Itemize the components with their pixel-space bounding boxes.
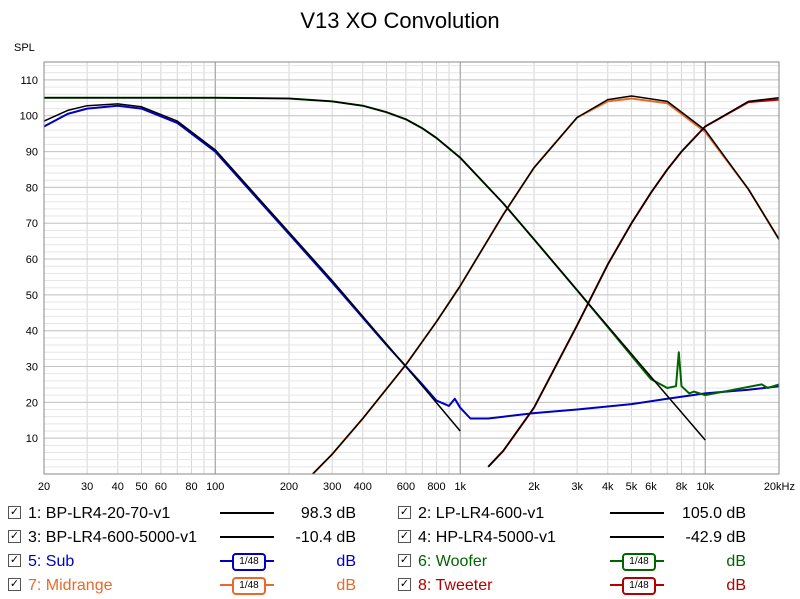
y-tick-label: 30	[26, 362, 38, 374]
smoothing-button[interactable]: 1/48	[232, 577, 266, 595]
legend-entry-id: 2:	[418, 505, 431, 522]
x-tick-label: 600	[397, 481, 415, 493]
y-tick-labels: 10 20 30 40 50 60 70 80 90 100 110	[20, 75, 38, 445]
legend-entry-label: Sub	[46, 553, 74, 570]
legend-checkbox[interactable]: ✓	[398, 578, 411, 591]
series-line-bp-lr4-20-70-v1	[44, 104, 460, 431]
legend-entry-label: Woofer	[436, 553, 487, 570]
x-tick-label: 5k	[626, 481, 638, 493]
legend-entry-id: 6:	[418, 553, 431, 570]
x-tick-label: 40	[112, 481, 124, 493]
legend-entry-id: 7:	[28, 577, 41, 594]
legend-entry-value: dB	[668, 553, 746, 571]
legend-entry-label: Tweeter	[436, 577, 493, 594]
legend-entry-label: BP-LR4-20-70-v1	[46, 505, 171, 522]
x-tick-label: 2k	[528, 481, 540, 493]
legend-line-sample	[610, 536, 664, 538]
legend-checkbox[interactable]: ✓	[8, 530, 21, 543]
legend-checkbox[interactable]: ✓	[398, 554, 411, 567]
x-tick-labels: 20 30 40 50 60 80 100 200 300 400 600 800 1k 2k 3k 4k 5k…	[38, 481, 795, 493]
x-tick-label: 400	[354, 481, 372, 493]
legend-entry-label: HP-LR4-5000-v1	[436, 529, 556, 546]
x-tick-label: 20kHz	[764, 481, 795, 493]
x-tick-label: 6k	[645, 481, 657, 493]
y-tick-label: 80	[26, 182, 38, 194]
legend-line-sample	[610, 512, 664, 514]
legend-line-sample	[220, 536, 274, 538]
chart-svg: 10 20 30 40 50 60 70 80 90 100 110 20 30 40 50 60 80 100…	[0, 0, 800, 500]
legend-checkbox[interactable]: ✓	[8, 554, 21, 567]
series-line-woofer	[44, 98, 779, 395]
x-tick-label: 1k	[454, 481, 466, 493]
legend-entry-value: dB	[278, 553, 356, 571]
smoothing-button[interactable]: 1/48	[622, 553, 656, 571]
legend-entry-value: -42.9 dB	[668, 529, 746, 547]
legend-entry-id: 4:	[418, 529, 431, 546]
legend-entry-name: 8: Tweeter	[418, 577, 492, 595]
legend-entry-value: -10.4 dB	[278, 529, 356, 547]
x-tick-label: 8k	[676, 481, 688, 493]
x-tick-label: 60	[155, 481, 167, 493]
legend-entry-label: BP-LR4-600-5000-v1	[46, 529, 197, 546]
legend-entry-id: 1:	[28, 505, 41, 522]
x-tick-label: 20	[38, 481, 50, 493]
x-tick-label: 800	[427, 481, 445, 493]
x-tick-label: 30	[81, 481, 93, 493]
legend-entry-name: 3: BP-LR4-600-5000-v1	[28, 529, 197, 547]
legend-line-sample	[220, 512, 274, 514]
legend-checkbox[interactable]: ✓	[8, 578, 21, 591]
legend-entry-id: 5:	[28, 553, 41, 570]
plot-frame	[44, 62, 779, 474]
legend-entry-id: 3:	[28, 529, 41, 546]
y-tick-label: 90	[26, 147, 38, 159]
y-tick-label: 100	[20, 111, 38, 123]
legend-checkbox[interactable]: ✓	[398, 506, 411, 519]
x-tick-label: 200	[280, 481, 298, 493]
legend-entry-name: 5: Sub	[28, 553, 74, 571]
y-tick-label: 60	[26, 254, 38, 266]
legend-entry-value: dB	[668, 577, 746, 595]
x-tick-label: 100	[206, 481, 224, 493]
x-tick-label: 10k	[696, 481, 714, 493]
legend-entry-name: 4: HP-LR4-5000-v1	[418, 529, 556, 547]
x-tick-label: 300	[323, 481, 341, 493]
grid-minor	[44, 62, 779, 474]
y-tick-label: 110	[20, 75, 38, 87]
series-line-hp-lr4-5000-v1	[488, 98, 779, 467]
legend-checkbox[interactable]: ✓	[8, 506, 21, 519]
x-tick-label: 80	[185, 481, 197, 493]
legend-entry-name: 6: Woofer	[418, 553, 487, 571]
x-tick-label: 4k	[602, 481, 614, 493]
legend-entry-label: Midrange	[46, 577, 113, 594]
legend-entry-value: 105.0 dB	[668, 505, 746, 523]
y-tick-label: 50	[26, 290, 38, 302]
series-line-sub	[44, 106, 779, 419]
series-layer	[44, 96, 779, 474]
legend-entry-value: 98.3 dB	[278, 505, 356, 523]
legend-entry-value: dB	[278, 577, 356, 595]
smoothing-button[interactable]: 1/48	[622, 577, 656, 595]
legend-entry-name: 7: Midrange	[28, 577, 113, 595]
legend-entry-id: 8:	[418, 577, 431, 594]
y-tick-label: 70	[26, 218, 38, 230]
legend-checkbox[interactable]: ✓	[398, 530, 411, 543]
y-tick-label: 10	[26, 433, 38, 445]
legend-entry-label: LP-LR4-600-v1	[436, 505, 545, 522]
legend-entry-name: 1: BP-LR4-20-70-v1	[28, 505, 170, 523]
x-tick-label: 50	[135, 481, 147, 493]
y-tick-label: 40	[26, 326, 38, 338]
legend-entry-name: 2: LP-LR4-600-v1	[418, 505, 544, 523]
y-tick-label: 20	[26, 397, 38, 409]
smoothing-button[interactable]: 1/48	[232, 553, 266, 571]
legend: ✓ 1: BP-LR4-20-70-v1 98.3 dB ✓ 2: LP-LR4-600…	[0, 500, 800, 599]
x-tick-label: 3k	[571, 481, 583, 493]
grid-major	[44, 62, 779, 474]
